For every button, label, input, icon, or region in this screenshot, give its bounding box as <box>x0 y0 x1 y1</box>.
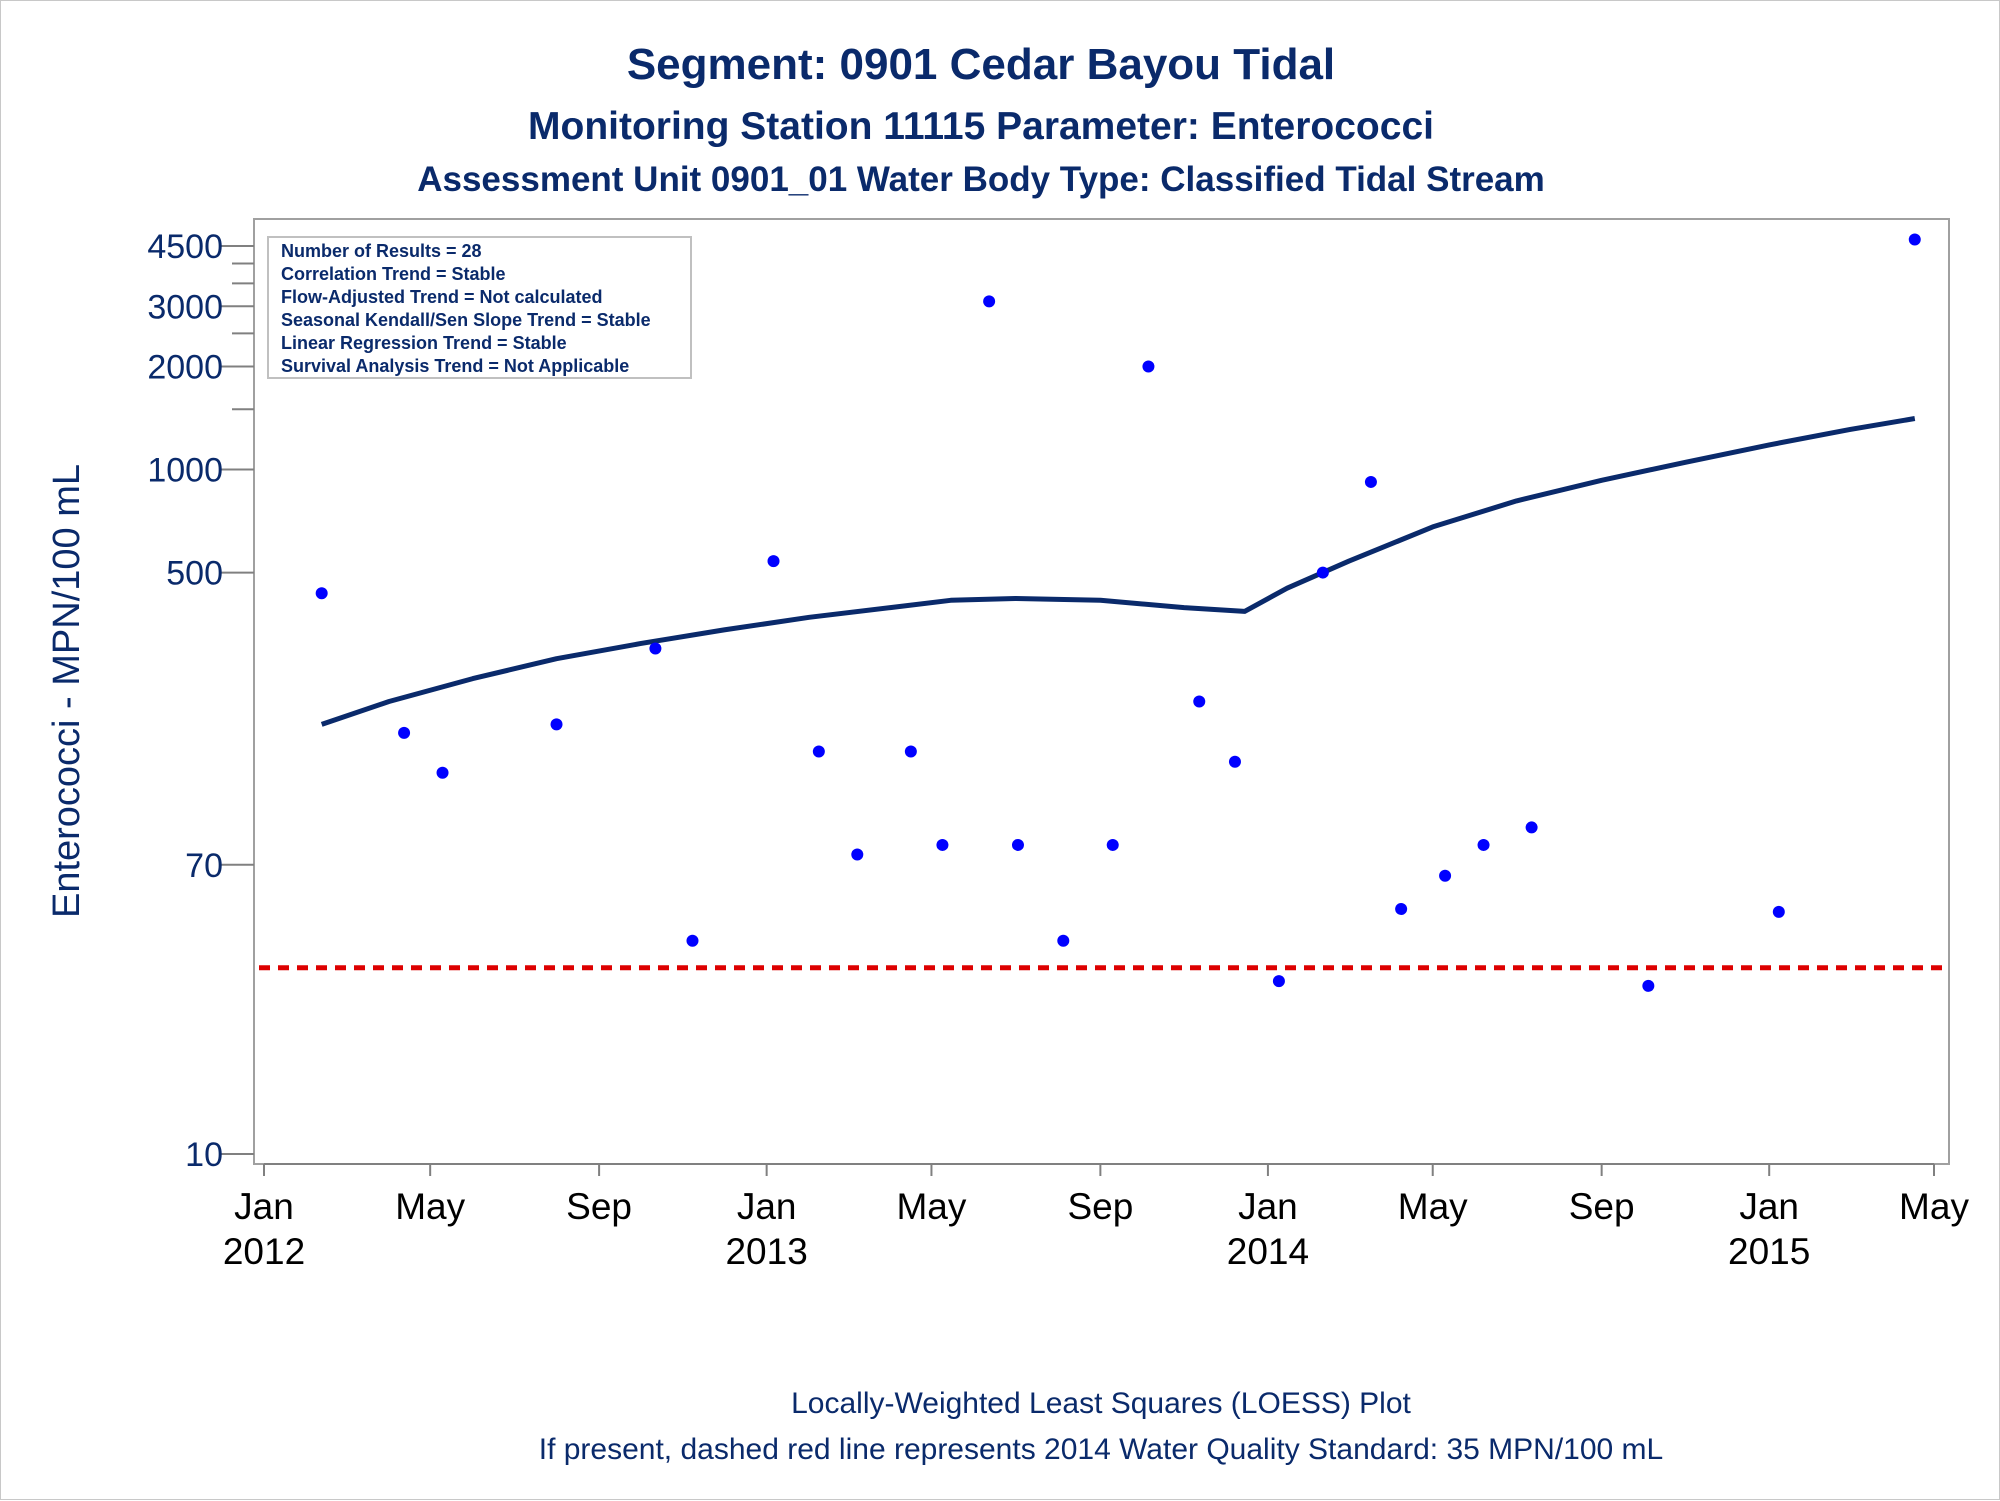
data-point <box>1908 233 1921 246</box>
legend-entry: Linear Regression Trend = Stable <box>281 333 567 353</box>
y-tick-label: 1000 <box>147 452 223 490</box>
data-point <box>1525 821 1538 834</box>
x-tick-label-month: May <box>896 1186 966 1227</box>
data-point <box>550 718 563 731</box>
y-axis: 10 70 500 1000 2000 3000 4500 <box>147 228 254 1174</box>
data-point <box>1272 975 1285 988</box>
y-tick-label: 3000 <box>147 288 223 326</box>
data-point <box>1193 695 1206 708</box>
y-tick-label: 4500 <box>147 228 223 266</box>
legend-entry: Correlation Trend = Stable <box>281 264 506 284</box>
legend-entry: Seasonal Kendall/Sen Slope Trend = Stabl… <box>281 310 651 330</box>
x-tick-label-month: Jan <box>1238 1186 1298 1227</box>
legend-entry: Flow-Adjusted Trend = Not calculated <box>281 287 603 307</box>
y-axis-label: Enterococci - MPN/100 mL <box>46 464 88 918</box>
y-tick-label: 2000 <box>147 349 223 387</box>
data-point <box>1439 869 1452 882</box>
data-point <box>1772 905 1785 918</box>
x-tick-label-month: Sep <box>1569 1186 1635 1227</box>
data-point <box>1395 902 1408 915</box>
loess-trend-line <box>320 416 1916 727</box>
data-point <box>315 587 328 600</box>
data-point <box>398 726 411 739</box>
footnote-loess: Locally-Weighted Least Squares (LOESS) P… <box>791 1387 1411 1420</box>
data-point <box>812 745 825 758</box>
x-tick-label-year: 2013 <box>725 1231 807 1272</box>
data-point <box>1316 566 1329 579</box>
data-point <box>686 934 699 947</box>
x-tick-label-year: 2012 <box>223 1231 305 1272</box>
x-tick-label-month: Jan <box>1739 1186 1799 1227</box>
data-point <box>936 838 949 851</box>
data-points <box>315 233 1921 992</box>
data-point <box>1142 360 1155 373</box>
data-point <box>983 295 996 308</box>
y-tick-label: 500 <box>166 555 223 593</box>
x-tick-label-month: May <box>1398 1186 1468 1227</box>
chart-subtitle-2: Assessment Unit 0901_01 Water Body Type:… <box>417 160 1545 199</box>
x-tick-label-month: Sep <box>1067 1186 1133 1227</box>
data-point <box>1642 979 1655 992</box>
y-tick-label: 70 <box>185 847 223 885</box>
x-tick-label-month: Jan <box>737 1186 797 1227</box>
x-tick-label-year: 2015 <box>1728 1231 1810 1272</box>
legend-box <box>267 236 692 379</box>
trend-legend: Number of Results = 28 Correlation Trend… <box>267 236 692 379</box>
x-tick-label-year: 2014 <box>1227 1231 1309 1272</box>
footnote-standard: If present, dashed red line represents 2… <box>539 1433 1664 1466</box>
chart-subtitle: Monitoring Station 11115 Parameter: Ente… <box>528 105 1434 148</box>
x-tick-label-month: Sep <box>566 1186 632 1227</box>
x-tick-label-month: May <box>395 1186 465 1227</box>
data-point <box>904 745 917 758</box>
data-point <box>1011 838 1024 851</box>
legend-entry: Survival Analysis Trend = Not Applicable <box>281 356 629 376</box>
data-point <box>851 848 864 861</box>
data-point <box>1057 934 1070 947</box>
x-tick-label-month: Jan <box>234 1186 294 1227</box>
x-tick-label-month: May <box>1899 1186 1969 1227</box>
data-point <box>1228 755 1241 768</box>
data-point <box>649 642 662 655</box>
legend-entry: Number of Results = 28 <box>281 241 482 261</box>
data-point <box>1364 475 1377 488</box>
data-point <box>436 766 449 779</box>
data-point <box>1106 838 1119 851</box>
y-tick-label: 10 <box>185 1136 223 1174</box>
data-point <box>767 555 780 568</box>
chart-title: Segment: 0901 Cedar Bayou Tidal <box>627 40 1335 89</box>
data-point <box>1477 838 1490 851</box>
